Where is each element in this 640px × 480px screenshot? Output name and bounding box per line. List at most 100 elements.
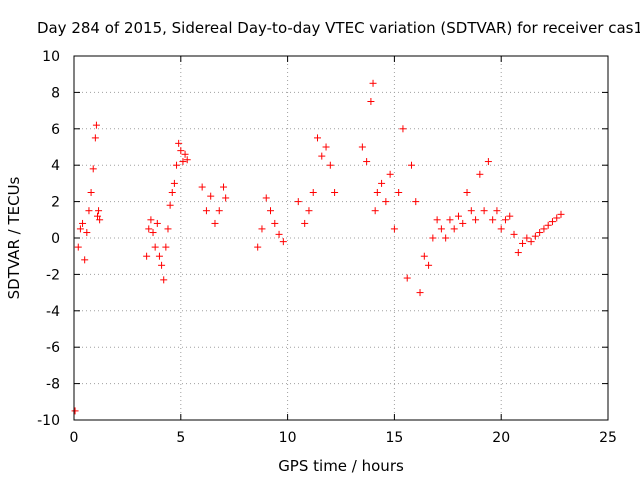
data-point xyxy=(85,207,93,215)
y-tick-label: -2 xyxy=(46,267,60,283)
data-point xyxy=(143,252,151,260)
y-axis-label: SDTVAR / TECUs xyxy=(5,176,23,299)
data-point xyxy=(79,219,87,227)
data-point xyxy=(493,207,501,215)
data-point xyxy=(91,134,99,142)
data-point xyxy=(386,170,394,178)
y-tick-label: 8 xyxy=(51,85,60,101)
x-tick-label: 25 xyxy=(599,430,617,446)
data-point xyxy=(553,214,561,222)
x-axis-label: GPS time / hours xyxy=(278,457,404,475)
data-point xyxy=(202,207,210,215)
data-point xyxy=(160,276,168,284)
data-point xyxy=(437,225,445,233)
data-point xyxy=(378,179,386,187)
data-point xyxy=(96,216,104,224)
data-point xyxy=(412,198,420,206)
data-point xyxy=(179,158,187,166)
data-point xyxy=(207,192,215,200)
data-point xyxy=(305,207,313,215)
data-point xyxy=(429,234,437,242)
data-point xyxy=(222,194,230,202)
data-point xyxy=(369,79,377,87)
data-points xyxy=(71,79,565,415)
data-point xyxy=(523,234,531,242)
data-point xyxy=(271,219,279,227)
data-point xyxy=(395,189,403,196)
data-point xyxy=(87,189,95,196)
data-point xyxy=(322,143,330,151)
data-point xyxy=(258,225,266,233)
data-point xyxy=(220,183,228,191)
data-point xyxy=(170,179,178,187)
data-point xyxy=(390,225,398,233)
x-tick-label: 0 xyxy=(70,430,79,446)
data-point xyxy=(506,212,514,220)
data-point xyxy=(399,125,407,133)
data-point xyxy=(382,198,390,206)
data-point xyxy=(153,219,161,227)
data-point xyxy=(175,139,183,147)
data-point xyxy=(407,161,415,169)
data-point xyxy=(363,158,371,166)
data-point xyxy=(519,239,527,247)
x-tick-label: 20 xyxy=(492,430,510,446)
data-point xyxy=(403,274,411,282)
data-point xyxy=(501,216,509,224)
data-point xyxy=(162,243,170,251)
data-point xyxy=(275,230,283,238)
data-point xyxy=(540,225,548,233)
grid-lines xyxy=(74,56,608,420)
data-point xyxy=(267,207,275,215)
data-point xyxy=(74,243,82,251)
data-point xyxy=(373,189,381,196)
data-point xyxy=(177,147,185,155)
data-point xyxy=(425,261,433,269)
data-point xyxy=(510,230,518,238)
data-point xyxy=(279,238,287,246)
data-point xyxy=(514,249,522,257)
data-point xyxy=(536,229,544,237)
y-tick-label: 10 xyxy=(42,49,60,65)
data-point xyxy=(81,256,89,264)
y-tick-label: -6 xyxy=(46,340,60,356)
data-point xyxy=(433,216,441,224)
data-point xyxy=(331,189,339,196)
data-point xyxy=(166,201,174,209)
data-point xyxy=(168,189,176,196)
data-point xyxy=(181,150,189,158)
data-point xyxy=(89,165,97,173)
data-point xyxy=(301,219,309,227)
data-point xyxy=(254,243,262,251)
data-point xyxy=(544,221,552,229)
x-tick-label: 10 xyxy=(279,430,297,446)
data-point xyxy=(367,98,375,105)
data-point xyxy=(531,232,539,240)
data-point xyxy=(173,161,181,169)
data-point xyxy=(446,216,454,224)
data-point xyxy=(95,207,103,215)
data-point xyxy=(497,225,505,233)
data-point xyxy=(416,289,424,297)
x-tick-label: 5 xyxy=(176,430,185,446)
data-point xyxy=(557,210,565,218)
data-point xyxy=(155,252,163,260)
y-tick-label: 4 xyxy=(51,158,60,174)
data-point xyxy=(309,189,317,196)
data-point xyxy=(71,407,79,415)
data-point xyxy=(215,207,223,215)
chart-title: Day 284 of 2015, Sidereal Day-to-day VTE… xyxy=(37,19,640,37)
axis-tick-labels: 0 5 10 15 20 25 -10 -8 -6 -4 -2 0 2 4 6 8 10 xyxy=(37,49,617,446)
data-point xyxy=(164,225,172,233)
data-point xyxy=(262,194,270,202)
data-point xyxy=(450,225,458,233)
data-point xyxy=(149,229,157,237)
y-tick-label: -10 xyxy=(37,413,60,429)
data-point xyxy=(83,229,91,237)
data-point xyxy=(92,121,100,129)
data-point xyxy=(358,143,366,151)
data-point xyxy=(314,134,322,142)
data-point xyxy=(480,207,488,215)
x-tick-label: 15 xyxy=(385,430,403,446)
data-point xyxy=(459,219,467,227)
